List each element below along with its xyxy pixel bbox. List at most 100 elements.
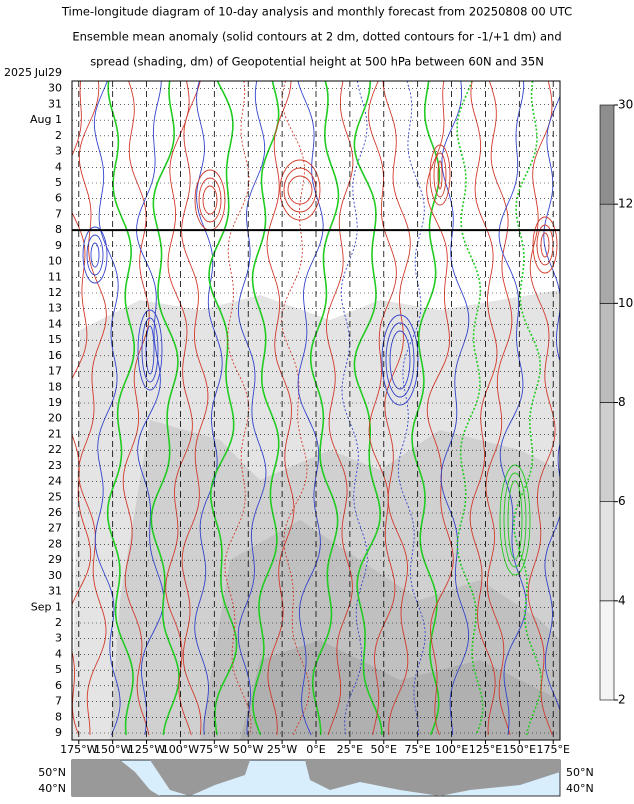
contour (198, 177, 222, 223)
x-tick-label: 175°W (60, 743, 97, 756)
x-tick-label: 0°E (306, 743, 325, 756)
contour (237, 81, 267, 736)
contour (122, 81, 150, 736)
y-tick-label: 20 (48, 412, 62, 425)
contour (503, 472, 527, 568)
y-tick-label: 6 (55, 679, 62, 692)
y-tick-label: 3 (55, 145, 62, 158)
y-tick-label: 7 (55, 207, 62, 220)
x-tick-label: 150°W (94, 743, 131, 756)
contour (283, 167, 317, 213)
contour (106, 81, 135, 736)
x-tick-label: 125°E (469, 743, 502, 756)
title-line: Ensemble mean anomaly (solid contours at… (72, 30, 561, 44)
contour (93, 81, 121, 736)
title-line: Time-longitude diagram of 10-day analysi… (61, 5, 572, 19)
contour (513, 81, 543, 736)
contour (150, 81, 180, 736)
colorbar-box (599, 600, 615, 701)
contour (411, 81, 441, 736)
contour (194, 81, 223, 736)
map-lat-label: 40°N (566, 782, 594, 795)
colorbar-label: 10 (618, 296, 633, 310)
y-tick-label: 9 (55, 239, 62, 252)
contour (389, 330, 411, 390)
y-tick-label: 3 (55, 632, 62, 645)
y-tick-label: 28 (48, 537, 62, 550)
y-tick-label: 6 (55, 192, 62, 205)
contour (368, 81, 397, 736)
x-tick-label: 100°W (162, 743, 199, 756)
contour (141, 317, 159, 383)
colorbar-label: 2 (618, 693, 626, 707)
contour (202, 185, 218, 215)
x-tick-label: 100°E (435, 743, 468, 756)
contour (137, 309, 163, 391)
plot-area (72, 81, 560, 740)
contour (437, 160, 443, 190)
y-tick-label: 30 (48, 82, 62, 95)
contour (469, 81, 498, 736)
map-lat-label: 50°N (566, 766, 594, 779)
y-tick-label: 4 (55, 647, 62, 660)
contour (540, 232, 550, 258)
contour (507, 480, 523, 560)
y-tick-label: 8 (55, 710, 62, 723)
contour (251, 81, 280, 736)
contour (340, 81, 368, 736)
y-tick-label: 15 (48, 333, 62, 346)
y-tick-label: 5 (55, 663, 62, 676)
x-tick-label: 75°W (199, 743, 229, 756)
year-label: 2025 (4, 66, 32, 79)
contour (381, 314, 419, 406)
contour (279, 159, 321, 221)
colorbar-label: 30 (618, 98, 633, 112)
colorbar: 2 4 6 8 10 12 30 (599, 98, 633, 707)
y-tick-label: 27 (48, 522, 62, 535)
x-tick-label: 150°E (503, 743, 536, 756)
contour (499, 464, 531, 576)
contour (136, 81, 165, 736)
y-tick-label: 12 (48, 286, 62, 299)
contour (353, 81, 383, 736)
y-tick-label: 18 (48, 380, 62, 393)
contour (532, 216, 558, 274)
contours (72, 81, 560, 736)
x-tick-label: 25°E (337, 743, 363, 756)
grid (72, 81, 560, 740)
contour (456, 81, 484, 736)
y-tick-label: 10 (48, 255, 62, 268)
colorbar-box (599, 203, 615, 304)
contour (485, 81, 513, 736)
contour (145, 325, 155, 375)
x-tick-label: 175°E (536, 743, 569, 756)
y-tick-label: 11 (48, 270, 62, 283)
map-land (305, 760, 560, 796)
contour (90, 242, 100, 268)
contour (385, 322, 415, 398)
contour (543, 94, 560, 712)
contour (78, 81, 107, 736)
map-land (72, 760, 160, 796)
y-tick-label: 25 (48, 490, 62, 503)
contour (325, 81, 354, 736)
map-land (150, 760, 250, 796)
y-tick-label: 22 (48, 443, 62, 456)
contour (287, 175, 313, 205)
y-tick-label: 29 (48, 553, 62, 566)
y-tick-label: 14 (48, 317, 62, 330)
contour (440, 81, 470, 736)
y-tick-label: 23 (48, 459, 62, 472)
contour (208, 81, 238, 736)
y-tick-label: 7 (55, 695, 62, 708)
contour (82, 226, 108, 284)
y-tick-label: Aug 1 (30, 113, 62, 126)
colorbar-label: 6 (618, 494, 626, 508)
contour (281, 81, 310, 736)
contour (426, 81, 454, 736)
x-tick-label: 50°E (371, 743, 397, 756)
map-lat-label: 50°N (38, 766, 66, 779)
contour (433, 152, 447, 198)
